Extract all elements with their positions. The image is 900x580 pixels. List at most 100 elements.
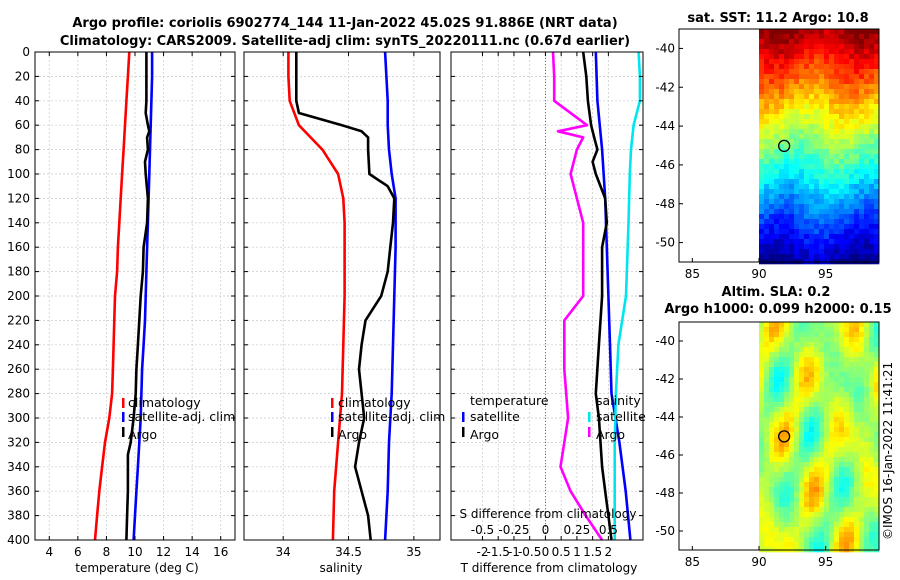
map-cell [779,537,785,543]
map-cell [829,144,835,150]
map-cell [844,412,850,418]
map-cell [854,99,860,105]
map-cell [829,412,835,418]
map-cell [769,387,775,393]
map-cell [769,244,775,250]
map-cell [849,169,855,175]
map-cell [764,229,770,235]
map-cell [839,347,845,353]
map-cell [864,54,870,60]
map-cell [774,134,780,140]
map-cell [764,542,770,548]
map-cell [844,327,850,333]
map-cell [799,357,805,363]
map-cell [819,512,825,518]
map-cell [804,159,810,165]
map-cell [804,327,810,333]
map-cell [759,342,765,348]
map-cell [844,332,850,338]
map-cell [784,129,790,135]
map-cell [799,512,805,518]
map-cell [819,342,825,348]
map-cell [874,377,880,383]
map-cell [814,124,820,130]
map-cell [864,342,870,348]
map-cell [804,194,810,200]
map-cell [859,427,865,433]
map-cell [844,457,850,463]
map-cell [844,219,850,225]
map-cell [859,332,865,338]
map-cell [824,502,830,508]
map-cell [869,204,875,210]
map-cell [809,342,815,348]
map-cell [779,367,785,373]
map-cell [854,139,860,145]
map-cell [839,44,845,50]
map-cell [814,347,820,353]
map-cell [864,29,870,35]
map-cell [864,422,870,428]
map-cell [829,94,835,100]
map-cell [819,492,825,498]
map-cell [809,537,815,543]
map-cell [824,194,830,200]
map-cell [774,497,780,503]
map-cell [844,44,850,50]
map-cell [764,492,770,498]
map-cell [854,487,860,493]
map-cell [869,34,875,40]
map-cell [869,527,875,533]
map-cell [839,342,845,348]
map-cell [759,144,765,150]
map-cell [804,144,810,150]
map-cell [774,64,780,70]
y-tick-label: 20 [15,69,30,83]
map-cell [799,59,805,65]
map-cell [864,64,870,70]
map-cell [864,219,870,225]
map-cell [829,507,835,513]
map-cell [824,54,830,60]
map-cell [839,214,845,220]
map-cell [834,437,840,443]
map-cell [824,34,830,40]
map-cell [829,244,835,250]
map-cell [854,437,860,443]
map-cell [769,69,775,75]
map-cell [784,44,790,50]
map-cell [764,432,770,438]
map-cell [804,54,810,60]
map-cell [779,104,785,110]
map-cell [784,54,790,60]
map-cell [869,497,875,503]
map-cell [769,79,775,85]
map-cell [784,442,790,448]
map-cell [839,327,845,333]
map-cell [874,452,880,458]
map-cell [759,512,765,518]
map-cell [829,79,835,85]
map-cell [764,149,770,155]
map-cell [764,352,770,358]
y-tick-label: 120 [7,191,30,205]
map-cell [769,527,775,533]
map-cell [809,417,815,423]
map-cell [834,507,840,513]
map-cell [809,492,815,498]
map-cell [814,327,820,333]
map-cell [859,482,865,488]
map-cell [824,124,830,130]
map-cell [814,487,820,493]
map-cell [869,159,875,165]
map-cell [784,407,790,413]
map-cell [819,174,825,180]
map-cell [799,467,805,473]
map-cell [779,34,785,40]
map-cell [774,332,780,338]
map-cell [784,332,790,338]
map-cell [769,477,775,483]
map-cell [809,174,815,180]
map-cell [849,422,855,428]
map-cell [784,64,790,70]
